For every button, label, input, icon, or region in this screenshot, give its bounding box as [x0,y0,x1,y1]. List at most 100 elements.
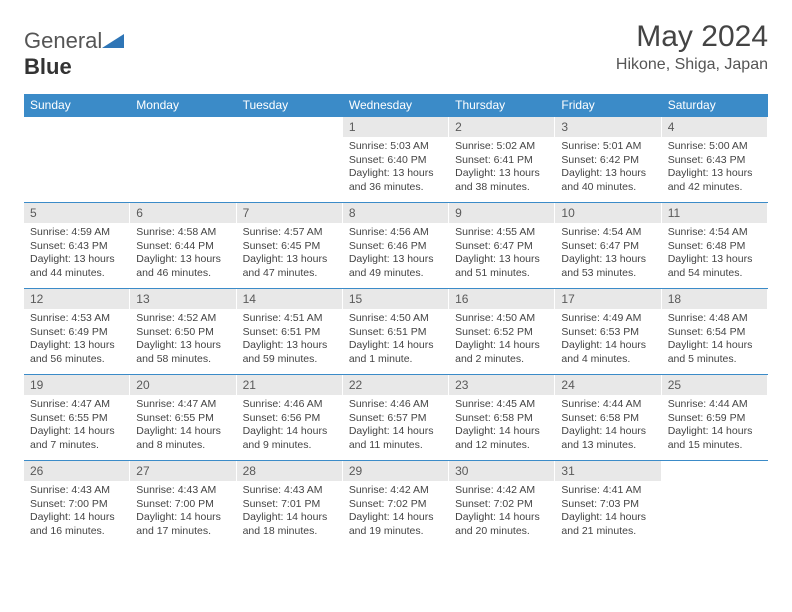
day-info: Sunrise: 4:50 AMSunset: 6:52 PMDaylight:… [449,309,555,371]
day-cell: 14Sunrise: 4:51 AMSunset: 6:51 PMDayligh… [237,289,343,375]
day-number: 13 [130,289,236,309]
day-cell: 23Sunrise: 4:45 AMSunset: 6:58 PMDayligh… [449,375,555,461]
day-cell: 26Sunrise: 4:43 AMSunset: 7:00 PMDayligh… [24,461,130,547]
day-number: 27 [130,461,236,481]
location: Hikone, Shiga, Japan [616,56,768,74]
day-header: Saturday [662,94,768,117]
day-header: Friday [555,94,661,117]
day-cell: 6Sunrise: 4:58 AMSunset: 6:44 PMDaylight… [130,203,236,289]
logo-word1: General [24,28,102,53]
day-cell: 17Sunrise: 4:49 AMSunset: 6:53 PMDayligh… [555,289,661,375]
day-cell: 10Sunrise: 4:54 AMSunset: 6:47 PMDayligh… [555,203,661,289]
day-header: Sunday [24,94,130,117]
day-info: Sunrise: 4:53 AMSunset: 6:49 PMDaylight:… [24,309,130,371]
day-info: Sunrise: 4:57 AMSunset: 6:45 PMDaylight:… [237,223,343,285]
day-cell: 18Sunrise: 4:48 AMSunset: 6:54 PMDayligh… [662,289,768,375]
day-cell: 19Sunrise: 4:47 AMSunset: 6:55 PMDayligh… [24,375,130,461]
day-number: 24 [555,375,661,395]
day-cell [237,117,343,203]
day-header: Monday [130,94,236,117]
day-info: Sunrise: 4:42 AMSunset: 7:02 PMDaylight:… [449,481,555,543]
day-header: Thursday [449,94,555,117]
logo-triangle-icon [102,28,124,54]
day-cell: 4Sunrise: 5:00 AMSunset: 6:43 PMDaylight… [662,117,768,203]
day-number: 23 [449,375,555,395]
day-number: 9 [449,203,555,223]
day-cell: 22Sunrise: 4:46 AMSunset: 6:57 PMDayligh… [343,375,449,461]
day-cell [24,117,130,203]
day-cell: 20Sunrise: 4:47 AMSunset: 6:55 PMDayligh… [130,375,236,461]
day-cell: 9Sunrise: 4:55 AMSunset: 6:47 PMDaylight… [449,203,555,289]
day-info: Sunrise: 4:50 AMSunset: 6:51 PMDaylight:… [343,309,449,371]
day-number: 16 [449,289,555,309]
day-number: 25 [662,375,768,395]
day-info: Sunrise: 4:55 AMSunset: 6:47 PMDaylight:… [449,223,555,285]
day-header-row: SundayMondayTuesdayWednesdayThursdayFrid… [24,94,768,117]
logo-word2: Blue [24,54,72,79]
day-number: 29 [343,461,449,481]
day-number: 11 [662,203,768,223]
day-number: 6 [130,203,236,223]
day-header: Tuesday [237,94,343,117]
day-info: Sunrise: 4:44 AMSunset: 6:58 PMDaylight:… [555,395,661,457]
day-info: Sunrise: 5:01 AMSunset: 6:42 PMDaylight:… [555,137,661,199]
day-number: 26 [24,461,130,481]
day-cell: 28Sunrise: 4:43 AMSunset: 7:01 PMDayligh… [237,461,343,547]
day-cell [130,117,236,203]
day-cell: 27Sunrise: 4:43 AMSunset: 7:00 PMDayligh… [130,461,236,547]
day-info: Sunrise: 4:47 AMSunset: 6:55 PMDaylight:… [130,395,236,457]
day-number: 21 [237,375,343,395]
day-cell: 11Sunrise: 4:54 AMSunset: 6:48 PMDayligh… [662,203,768,289]
day-info: Sunrise: 4:46 AMSunset: 6:57 PMDaylight:… [343,395,449,457]
day-info: Sunrise: 4:47 AMSunset: 6:55 PMDaylight:… [24,395,130,457]
day-cell: 21Sunrise: 4:46 AMSunset: 6:56 PMDayligh… [237,375,343,461]
day-cell: 25Sunrise: 4:44 AMSunset: 6:59 PMDayligh… [662,375,768,461]
day-cell: 31Sunrise: 4:41 AMSunset: 7:03 PMDayligh… [555,461,661,547]
day-number: 17 [555,289,661,309]
day-info: Sunrise: 5:02 AMSunset: 6:41 PMDaylight:… [449,137,555,199]
title-block: May 2024 Hikone, Shiga, Japan [616,20,768,74]
day-number: 4 [662,117,768,137]
logo: General Blue [24,20,124,80]
day-info: Sunrise: 4:42 AMSunset: 7:02 PMDaylight:… [343,481,449,543]
week-row: 26Sunrise: 4:43 AMSunset: 7:00 PMDayligh… [24,461,768,547]
day-cell: 29Sunrise: 4:42 AMSunset: 7:02 PMDayligh… [343,461,449,547]
day-info: Sunrise: 4:58 AMSunset: 6:44 PMDaylight:… [130,223,236,285]
week-row: 19Sunrise: 4:47 AMSunset: 6:55 PMDayligh… [24,375,768,461]
week-row: 1Sunrise: 5:03 AMSunset: 6:40 PMDaylight… [24,117,768,203]
day-info: Sunrise: 4:41 AMSunset: 7:03 PMDaylight:… [555,481,661,543]
day-info: Sunrise: 5:00 AMSunset: 6:43 PMDaylight:… [662,137,768,199]
day-number: 3 [555,117,661,137]
day-cell: 2Sunrise: 5:02 AMSunset: 6:41 PMDaylight… [449,117,555,203]
day-number: 7 [237,203,343,223]
day-number: 8 [343,203,449,223]
day-info: Sunrise: 4:51 AMSunset: 6:51 PMDaylight:… [237,309,343,371]
day-cell: 16Sunrise: 4:50 AMSunset: 6:52 PMDayligh… [449,289,555,375]
day-info: Sunrise: 4:46 AMSunset: 6:56 PMDaylight:… [237,395,343,457]
day-number: 5 [24,203,130,223]
day-cell [662,461,768,547]
day-number: 15 [343,289,449,309]
day-cell: 30Sunrise: 4:42 AMSunset: 7:02 PMDayligh… [449,461,555,547]
day-info: Sunrise: 4:43 AMSunset: 7:00 PMDaylight:… [24,481,130,543]
day-number: 31 [555,461,661,481]
day-cell: 3Sunrise: 5:01 AMSunset: 6:42 PMDaylight… [555,117,661,203]
day-info: Sunrise: 4:52 AMSunset: 6:50 PMDaylight:… [130,309,236,371]
day-info: Sunrise: 4:48 AMSunset: 6:54 PMDaylight:… [662,309,768,371]
day-header: Wednesday [343,94,449,117]
day-info: Sunrise: 4:45 AMSunset: 6:58 PMDaylight:… [449,395,555,457]
week-row: 5Sunrise: 4:59 AMSunset: 6:43 PMDaylight… [24,203,768,289]
day-cell: 15Sunrise: 4:50 AMSunset: 6:51 PMDayligh… [343,289,449,375]
day-info: Sunrise: 4:49 AMSunset: 6:53 PMDaylight:… [555,309,661,371]
day-number: 10 [555,203,661,223]
calendar-table: SundayMondayTuesdayWednesdayThursdayFrid… [24,94,768,547]
logo-text: General Blue [24,28,124,80]
day-number: 18 [662,289,768,309]
day-info: Sunrise: 4:43 AMSunset: 7:01 PMDaylight:… [237,481,343,543]
day-cell: 5Sunrise: 4:59 AMSunset: 6:43 PMDaylight… [24,203,130,289]
day-number: 12 [24,289,130,309]
day-number: 1 [343,117,449,137]
day-cell: 8Sunrise: 4:56 AMSunset: 6:46 PMDaylight… [343,203,449,289]
day-number: 30 [449,461,555,481]
day-info: Sunrise: 4:44 AMSunset: 6:59 PMDaylight:… [662,395,768,457]
